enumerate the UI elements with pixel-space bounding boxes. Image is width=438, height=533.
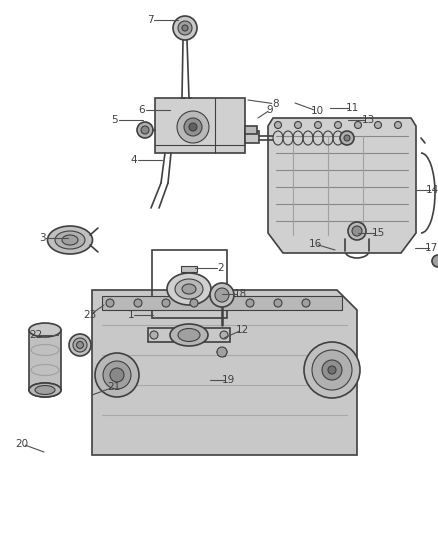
Polygon shape [268, 118, 416, 253]
Ellipse shape [29, 383, 61, 397]
Ellipse shape [35, 385, 55, 394]
Text: 17: 17 [424, 243, 438, 253]
Circle shape [150, 331, 158, 339]
Circle shape [189, 123, 197, 131]
Circle shape [134, 299, 142, 307]
Text: 18: 18 [233, 289, 247, 299]
Ellipse shape [182, 284, 196, 294]
Circle shape [178, 21, 192, 35]
Circle shape [190, 299, 198, 307]
Bar [155, 98, 245, 153]
Ellipse shape [178, 328, 200, 342]
Circle shape [217, 347, 227, 357]
Circle shape [220, 331, 228, 339]
Circle shape [354, 122, 361, 128]
Bar [245, 131, 259, 143]
Circle shape [275, 122, 282, 128]
Circle shape [302, 299, 310, 307]
Circle shape [312, 350, 352, 390]
Ellipse shape [73, 338, 87, 352]
Circle shape [177, 111, 209, 143]
Text: 12: 12 [235, 325, 249, 335]
Ellipse shape [29, 323, 61, 337]
Text: 8: 8 [273, 99, 279, 109]
Circle shape [294, 122, 301, 128]
Ellipse shape [170, 324, 208, 346]
Circle shape [328, 366, 336, 374]
Text: 13: 13 [361, 115, 374, 125]
Text: 15: 15 [371, 228, 385, 238]
Circle shape [432, 255, 438, 267]
Text: 3: 3 [39, 233, 45, 243]
Text: 10: 10 [311, 106, 324, 116]
Text: 20: 20 [15, 439, 28, 449]
Circle shape [344, 135, 350, 141]
Text: 21: 21 [107, 382, 120, 392]
Bar [152, 250, 227, 318]
Bar [148, 328, 230, 342]
Circle shape [352, 226, 362, 236]
Circle shape [106, 299, 114, 307]
Circle shape [182, 25, 188, 31]
Ellipse shape [77, 342, 84, 349]
Circle shape [395, 122, 402, 128]
Circle shape [314, 122, 321, 128]
Text: 14: 14 [425, 185, 438, 195]
Circle shape [137, 122, 153, 138]
Text: 22: 22 [29, 330, 42, 340]
Ellipse shape [29, 383, 61, 397]
Text: 16: 16 [308, 239, 321, 249]
Circle shape [348, 222, 366, 240]
Circle shape [173, 16, 197, 40]
Text: 23: 23 [83, 310, 97, 320]
Text: 2: 2 [218, 263, 224, 273]
Text: 1: 1 [128, 310, 134, 320]
Text: 4: 4 [131, 155, 137, 165]
Bar [181, 266, 197, 272]
Circle shape [340, 131, 354, 145]
Text: 5: 5 [112, 115, 118, 125]
Circle shape [162, 299, 170, 307]
Circle shape [184, 118, 202, 136]
Text: 7: 7 [147, 15, 153, 25]
Ellipse shape [69, 334, 91, 356]
Circle shape [322, 360, 342, 380]
Circle shape [215, 288, 229, 302]
Circle shape [374, 122, 381, 128]
Polygon shape [92, 290, 357, 455]
Circle shape [274, 299, 282, 307]
Ellipse shape [47, 226, 92, 254]
Circle shape [141, 126, 149, 134]
Circle shape [335, 122, 342, 128]
Text: 9: 9 [267, 105, 273, 115]
Circle shape [246, 299, 254, 307]
Ellipse shape [175, 279, 203, 299]
Circle shape [110, 368, 124, 382]
Circle shape [95, 353, 139, 397]
Ellipse shape [167, 273, 211, 305]
Text: 11: 11 [346, 103, 359, 113]
Circle shape [304, 342, 360, 398]
Ellipse shape [62, 235, 78, 245]
Bar [102, 296, 342, 310]
Bar [29, 330, 61, 390]
Ellipse shape [55, 231, 85, 249]
Circle shape [218, 299, 226, 307]
Text: 19: 19 [221, 375, 235, 385]
Bar [245, 126, 257, 134]
Circle shape [103, 361, 131, 389]
Text: 6: 6 [139, 105, 145, 115]
Circle shape [210, 283, 234, 307]
